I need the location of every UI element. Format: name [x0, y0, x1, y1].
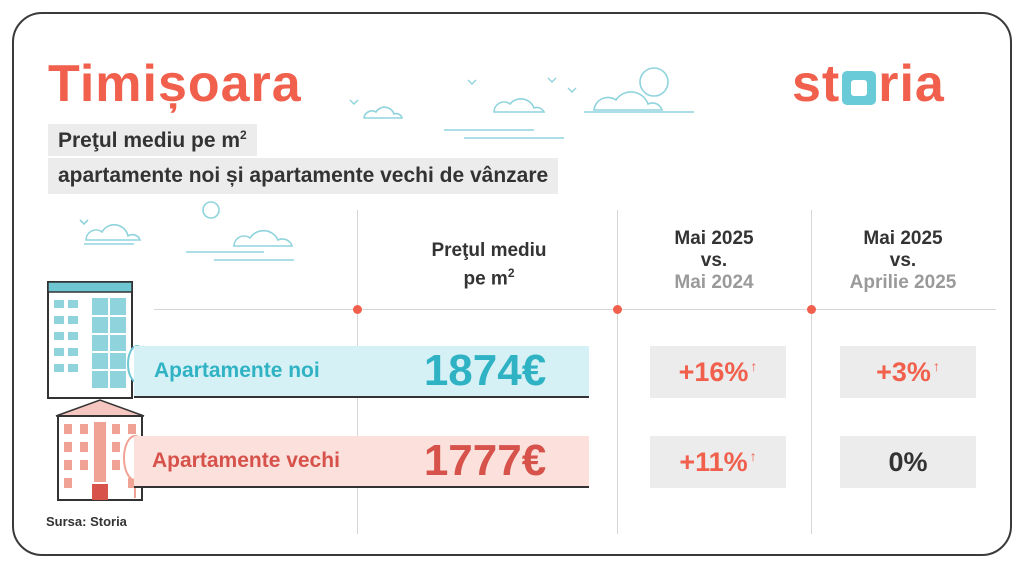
cloud-icon — [79, 201, 294, 261]
row-label: Apartamente noi — [154, 359, 320, 382]
price-column-header: Preţul mediu pe m2 — [374, 240, 604, 290]
old-building-icon — [55, 399, 145, 501]
row-old-apartments: Apartamente vechi — [134, 436, 589, 488]
price-header-line-1: Preţul mediu — [431, 240, 547, 261]
logo-text-start: st — [792, 55, 841, 113]
storia-logo: st ria — [792, 54, 945, 114]
header-divider — [154, 309, 996, 310]
logo-text-end: ria — [878, 55, 945, 113]
divider-dot — [613, 305, 622, 314]
price-value: 1777€ — [423, 436, 547, 485]
mom-change-value: 0% — [888, 446, 928, 477]
row-new-apartments: Apartamente noi — [134, 346, 589, 398]
mom-change-badge: +3% ↑ — [840, 346, 976, 398]
infographic-card: Timișoara st ria Preţul mediu pe m2 apar… — [12, 12, 1012, 556]
yoy-change-badge: +11% ↑ — [650, 436, 786, 488]
subtitle-line-1: Preţul mediu pe m2 — [48, 124, 257, 156]
yoy-change-value: +16% — [678, 356, 749, 387]
mom-column-header: Mai 2025 vs. Aprilie 2025 — [818, 228, 988, 294]
price-header-line-2: pe m2 — [374, 262, 604, 290]
subtitle-line-2: apartamente noi și apartamente vechi de … — [48, 158, 559, 194]
cloud-icon — [349, 67, 694, 139]
logo-square-icon — [842, 71, 877, 105]
subtitle-line-1-text: Preţul mediu pe m — [58, 129, 241, 152]
arrow-up-icon: ↑ — [932, 358, 940, 374]
source-note: Sursa: Storia — [46, 514, 127, 529]
arrow-up-icon: ↑ — [750, 358, 758, 374]
mom-header-line-2: vs. — [889, 250, 917, 271]
mom-change-value: +3% — [876, 356, 931, 387]
price-header-line-2-text: pe m — [463, 268, 508, 290]
price-value: 1874€ — [423, 346, 547, 395]
arrow-up-icon: ↑ — [749, 448, 757, 464]
row-label: Apartamente vechi — [152, 449, 340, 472]
divider-dot — [807, 305, 816, 314]
price-header-superscript: 2 — [507, 266, 515, 280]
yoy-column-header: Mai 2025 vs. Mai 2024 — [624, 228, 804, 294]
mom-header-line-1: Mai 2025 — [863, 228, 943, 249]
yoy-change-value: +11% — [679, 446, 748, 477]
mom-change-badge: 0% — [840, 436, 976, 488]
yoy-change-badge: +16% ↑ — [650, 346, 786, 398]
page-title: Timișoara — [48, 55, 302, 113]
subtitle-superscript: 2 — [240, 128, 247, 142]
mom-header-line-3: Aprilie 2025 — [849, 272, 957, 293]
yoy-header-line-2: vs. — [700, 250, 728, 271]
column-divider — [617, 210, 618, 534]
yoy-header-line-1: Mai 2025 — [674, 228, 754, 249]
divider-dot — [353, 305, 362, 314]
modern-building-icon — [47, 281, 133, 399]
column-divider — [811, 210, 812, 534]
yoy-header-line-3: Mai 2024 — [674, 272, 754, 293]
